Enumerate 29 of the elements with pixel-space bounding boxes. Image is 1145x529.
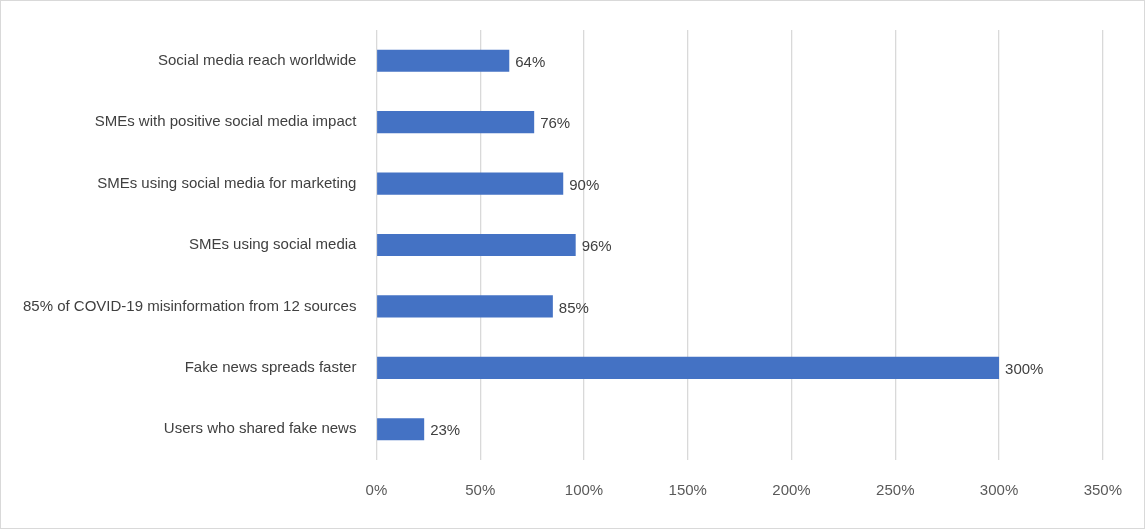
data-label: 90%: [569, 175, 600, 193]
data-label: 76%: [540, 114, 571, 132]
y-tick-label: Fake news spreads faster: [184, 358, 357, 375]
y-tick-label: Users who shared fake news: [163, 419, 357, 437]
bar: [377, 111, 535, 134]
bar: [377, 172, 564, 195]
x-tick-label: 150%: [668, 481, 707, 499]
y-tick-label: SMEs using social media: [188, 235, 358, 253]
data-label: 300%: [1005, 360, 1044, 377]
y-tick-label: SMEs with positive social media impact: [94, 112, 358, 130]
data-label: 64%: [515, 52, 546, 70]
x-tick-label: 250%: [876, 481, 915, 499]
x-tick-label: 100%: [564, 481, 604, 499]
bar: [377, 233, 576, 257]
bar: [377, 295, 553, 318]
x-tick-label: 200%: [772, 481, 811, 499]
data-label: 23%: [430, 421, 461, 439]
data-label: 96%: [581, 237, 612, 255]
x-tick-label: 0%: [365, 481, 388, 499]
y-tick-label: 85% of COVID-19 misinformation from 12 sources: [22, 296, 357, 314]
bar: [377, 49, 510, 72]
x-tick-label: 350%: [1083, 481, 1123, 499]
y-tick-label: Social media reach worldwide: [158, 50, 357, 68]
bar: [377, 356, 1000, 379]
x-tick-label: 300%: [979, 481, 1019, 499]
y-tick-label: SMEs using social media for marketing: [97, 173, 357, 191]
data-label: 85%: [558, 298, 589, 316]
x-tick-label: 50%: [465, 481, 496, 499]
bar: [377, 418, 425, 441]
